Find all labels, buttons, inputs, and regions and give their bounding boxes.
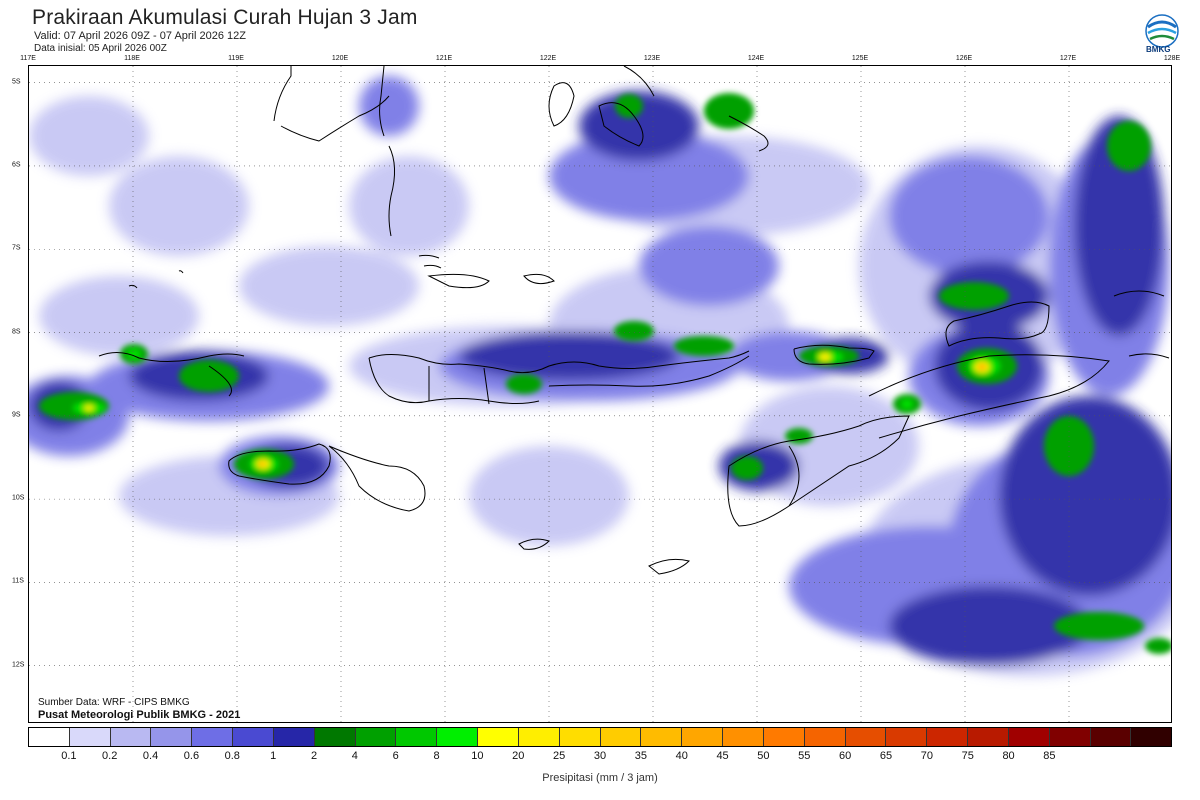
publisher: Pusat Meteorologi Publik BMKG - 2021 bbox=[38, 709, 241, 721]
colorbar-label: 70 bbox=[920, 750, 933, 762]
colorbar-label: 60 bbox=[839, 750, 852, 762]
colorbar-swatch bbox=[1049, 728, 1091, 746]
valid-period: Valid: 07 April 2026 09Z - 07 April 2026… bbox=[34, 30, 246, 42]
colorbar-swatch bbox=[273, 728, 315, 746]
colorbar-swatch bbox=[1131, 728, 1172, 746]
lat-label-9s: 9S bbox=[12, 411, 21, 419]
colorbar-swatch bbox=[600, 728, 642, 746]
colorbar-swatch bbox=[1090, 728, 1132, 746]
colorbar-label: 65 bbox=[879, 750, 893, 762]
colorbar-label: 0.8 bbox=[224, 750, 240, 762]
colorbar-label: 20 bbox=[512, 750, 525, 762]
lon-label-118e: 118E bbox=[124, 55, 140, 62]
colorbar-swatch bbox=[1008, 728, 1050, 746]
lon-label-125e: 125E bbox=[851, 55, 869, 62]
colorbar-swatch bbox=[804, 728, 846, 746]
lon-label-117e: 117E bbox=[20, 55, 36, 62]
colorbar-label: 50 bbox=[757, 750, 770, 762]
colorbar-label: 30 bbox=[593, 750, 607, 762]
colorbar-label: 45 bbox=[716, 750, 729, 762]
colorbar-label: 55 bbox=[798, 750, 811, 762]
coordinate-grid bbox=[29, 66, 1171, 722]
colorbar-swatch bbox=[559, 728, 601, 746]
colorbar-swatch bbox=[723, 728, 764, 746]
lon-label-127e: 127E bbox=[1059, 55, 1077, 62]
colorbar-label: 25 bbox=[553, 750, 566, 762]
lon-label-128e: 128E bbox=[1163, 55, 1181, 62]
lon-label-120e: 120E bbox=[331, 55, 349, 62]
colorbar-label: 40 bbox=[675, 750, 688, 762]
coastlines bbox=[98, 66, 1170, 575]
colorbar-swatch bbox=[437, 728, 479, 746]
colorbar-unit: Presipitasi (mm / 3 jam) bbox=[542, 772, 658, 784]
lat-label-11s: 11S bbox=[12, 577, 24, 585]
colorbar-label: 0.2 bbox=[102, 750, 118, 762]
bmkg-logo-icon bbox=[1145, 14, 1179, 48]
colorbar-swatch bbox=[233, 728, 274, 746]
colorbar-swatch bbox=[151, 728, 193, 746]
lon-label-119e: 119E bbox=[228, 55, 244, 62]
logo-text: BMKG bbox=[1146, 45, 1171, 54]
map-frame bbox=[28, 65, 1172, 723]
colorbar-label: 10 bbox=[471, 750, 484, 762]
colorbar-label: 1 bbox=[270, 750, 277, 762]
colorbar-swatch bbox=[927, 728, 969, 746]
colorbar-swatch bbox=[845, 728, 887, 746]
colorbar-label: 2 bbox=[310, 750, 318, 762]
lat-label-6s: 6S bbox=[12, 161, 21, 169]
colorbar-swatch bbox=[396, 728, 438, 746]
colorbar-label: 0.1 bbox=[61, 750, 77, 762]
colorbar-swatch bbox=[29, 728, 70, 746]
data-source: Sumber Data: WRF - CIPS BMKG bbox=[38, 697, 190, 708]
precip-colorbar bbox=[28, 727, 1172, 747]
colorbar-label: 35 bbox=[634, 750, 647, 762]
lat-label-8s: 8S bbox=[12, 328, 21, 336]
colorbar-swatch bbox=[355, 728, 397, 746]
lat-label-5s: 5S bbox=[12, 78, 21, 86]
colorbar-label: 4 bbox=[351, 750, 358, 762]
colorbar-swatch bbox=[478, 728, 519, 746]
initial-data: Data inisial: 05 April 2026 00Z bbox=[34, 43, 167, 54]
colorbar-label: 0.4 bbox=[142, 750, 159, 762]
lon-label-126e: 126E bbox=[955, 55, 973, 62]
precipitation-map bbox=[29, 66, 1171, 722]
colorbar-swatch bbox=[110, 728, 152, 746]
lat-label-10s: 10S bbox=[12, 494, 25, 502]
colorbar-label: 0.6 bbox=[183, 750, 200, 762]
page-title: Prakiraan Akumulasi Curah Hujan 3 Jam bbox=[32, 6, 418, 29]
lon-label-122e: 122E bbox=[539, 55, 557, 62]
colorbar-swatch bbox=[641, 728, 683, 746]
precip-layer-high bbox=[39, 93, 1171, 654]
lon-label-121e: 121E bbox=[435, 55, 453, 62]
colorbar-swatch bbox=[69, 728, 111, 746]
lat-label-7s: 7S bbox=[12, 244, 21, 252]
colorbar-swatch bbox=[763, 728, 805, 746]
colorbar-label: 6 bbox=[392, 750, 399, 762]
lon-label-123e: 123E bbox=[643, 55, 661, 62]
colorbar-swatch bbox=[314, 728, 356, 746]
colorbar-label: 85 bbox=[1043, 750, 1056, 762]
colorbar-swatch bbox=[682, 728, 724, 746]
colorbar-label: 80 bbox=[1002, 750, 1015, 762]
colorbar-swatch bbox=[518, 728, 560, 746]
colorbar-label: 8 bbox=[433, 750, 440, 762]
colorbar-swatch bbox=[886, 728, 928, 746]
colorbar-swatch bbox=[192, 728, 234, 746]
lat-label-12s: 12S bbox=[12, 661, 25, 669]
colorbar-swatch bbox=[968, 728, 1009, 746]
lon-label-124e: 124E bbox=[747, 55, 765, 62]
colorbar-label: 75 bbox=[961, 750, 974, 762]
